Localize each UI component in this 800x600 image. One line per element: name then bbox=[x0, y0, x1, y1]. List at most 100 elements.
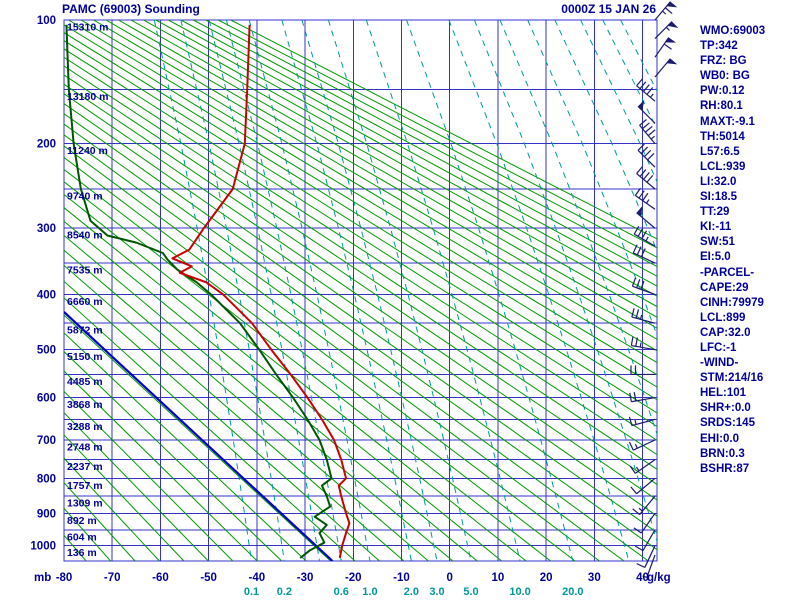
pressure-tick-label: 400 bbox=[37, 289, 56, 301]
stat-line: LFC:-1 bbox=[700, 341, 737, 354]
stat-line: PW:0.12 bbox=[700, 85, 745, 98]
wind-barb bbox=[631, 277, 656, 296]
wind-barb bbox=[637, 99, 656, 124]
wind-barb bbox=[636, 166, 656, 190]
height-label: 2237 m bbox=[67, 461, 103, 473]
wind-barb bbox=[654, 58, 678, 78]
temperature-tick-label: -50 bbox=[200, 572, 217, 584]
wind-barb bbox=[636, 205, 656, 229]
height-label: 8540 m bbox=[67, 230, 103, 242]
temperature-tick-label: -10 bbox=[393, 572, 410, 584]
mixing-ratio-label: 2.0 bbox=[404, 586, 419, 598]
dry-adiabats bbox=[64, 20, 657, 561]
wind-barb bbox=[630, 477, 656, 495]
stat-line: SI:18.5 bbox=[700, 191, 738, 204]
wind-barb bbox=[634, 529, 656, 552]
wind-barb bbox=[654, 1, 678, 21]
pressure-tick-label: 1000 bbox=[30, 541, 56, 553]
wind-barb bbox=[636, 78, 656, 102]
mixing-ratio-label: 0.2 bbox=[277, 586, 292, 598]
height-label: 4485 m bbox=[67, 376, 103, 388]
stat-line: -PARCEL- bbox=[700, 266, 755, 279]
height-label: 136 m bbox=[67, 547, 97, 559]
mixing-ratio-label: 1.0 bbox=[362, 586, 377, 598]
stat-line: EI:5.0 bbox=[700, 251, 731, 264]
wind-barb bbox=[654, 37, 677, 58]
height-label: 15310 m bbox=[67, 22, 108, 34]
wind-barb bbox=[630, 336, 656, 351]
pressure-tick-label: 500 bbox=[37, 345, 56, 357]
wind-barb bbox=[632, 495, 656, 516]
stat-line: -WIND- bbox=[700, 357, 739, 370]
stat-line: STM:214/16 bbox=[700, 372, 764, 385]
wind-barb bbox=[628, 439, 656, 451]
stat-line: RH:80.1 bbox=[700, 100, 743, 113]
height-label: 5872 m bbox=[67, 325, 103, 337]
chart-title: PAMC (69003) Sounding bbox=[62, 2, 200, 16]
pressure-unit-label: mb bbox=[34, 572, 51, 584]
stat-line: CAPE:29 bbox=[700, 281, 749, 294]
height-label: 3288 m bbox=[67, 421, 103, 433]
wind-barb bbox=[633, 512, 656, 534]
plot-frame bbox=[63, 19, 658, 562]
height-label: 6660 m bbox=[67, 296, 103, 308]
stat-line: LCL:939 bbox=[700, 160, 746, 173]
temperature-tick-label: -70 bbox=[104, 572, 121, 584]
wind-barb bbox=[628, 416, 656, 427]
mixing-ratio-label: 0.6 bbox=[334, 586, 349, 598]
wind-barb bbox=[633, 226, 656, 247]
height-label: 2748 m bbox=[67, 442, 103, 454]
pressure-tick-label: 200 bbox=[37, 139, 56, 151]
temperature-tick-label: 10 bbox=[492, 572, 505, 584]
pressure-tick-label: 900 bbox=[37, 508, 56, 520]
stat-line: EHI:0.0 bbox=[700, 432, 739, 445]
wind-barb bbox=[654, 21, 679, 40]
mixing-ratio-label: 20.0 bbox=[562, 586, 583, 598]
wind-barb bbox=[629, 459, 656, 474]
wind-barb bbox=[642, 554, 656, 579]
stat-line: FRZ: BG bbox=[700, 55, 747, 68]
pressure-tick-label: 800 bbox=[37, 473, 56, 485]
mixing-ratio-label: 10.0 bbox=[509, 586, 530, 598]
temperature-tick-label: 30 bbox=[588, 572, 601, 584]
wind-barb bbox=[632, 244, 656, 264]
dewpoint-trace bbox=[65, 24, 333, 559]
mixing-unit-label: g/kg bbox=[647, 572, 671, 584]
datetime-label: 0000Z 15 JAN 26 bbox=[561, 2, 656, 16]
parcel-trace bbox=[64, 311, 334, 561]
height-label: 892 m bbox=[67, 515, 97, 527]
temperature-trace bbox=[171, 24, 351, 559]
wind-barb bbox=[631, 308, 656, 324]
stat-line: WMO:69003 bbox=[700, 25, 766, 37]
height-label: 3868 m bbox=[67, 399, 103, 411]
stats-panel: WMO:69003 TP:342 FRZ: BG WB0: BG PW:0.12 RH:8… bbox=[700, 24, 765, 477]
height-label: 9740 m bbox=[67, 190, 103, 202]
wind-barb bbox=[637, 143, 656, 168]
temperature-tick-label: -30 bbox=[297, 572, 314, 584]
stat-line: SHR+:0.0 bbox=[700, 402, 751, 415]
stat-line: LCL:899 bbox=[700, 311, 746, 324]
height-label: 1309 m bbox=[67, 498, 103, 510]
height-label: 7535 m bbox=[67, 265, 103, 277]
temperature-tick-label: -80 bbox=[56, 572, 73, 584]
stat-line: SW:51 bbox=[700, 236, 735, 249]
temperature-tick-label: -60 bbox=[152, 572, 169, 584]
stat-line: WB0: BG bbox=[700, 70, 750, 83]
temperature-tick-label: -40 bbox=[249, 572, 266, 584]
height-label: 11240 m bbox=[67, 145, 108, 157]
mixing-ratio-lines bbox=[153, 20, 657, 561]
mixing-ratio-label: 0.1 bbox=[244, 586, 259, 598]
stat-line: BRN:0.3 bbox=[700, 447, 745, 460]
pressure-tick-label: 600 bbox=[37, 393, 56, 405]
wind-barb bbox=[630, 365, 655, 376]
stat-line: HEL:101 bbox=[700, 387, 747, 400]
wind-barb bbox=[629, 391, 656, 403]
stat-line: KI:-11 bbox=[700, 221, 732, 234]
pressure-tick-label: 700 bbox=[37, 435, 56, 447]
stat-line: SRDS:145 bbox=[700, 417, 755, 430]
height-label: 604 m bbox=[67, 531, 97, 543]
wind-barb bbox=[636, 545, 656, 568]
wind-barb bbox=[634, 187, 656, 210]
stat-line: TH:5014 bbox=[700, 130, 745, 143]
